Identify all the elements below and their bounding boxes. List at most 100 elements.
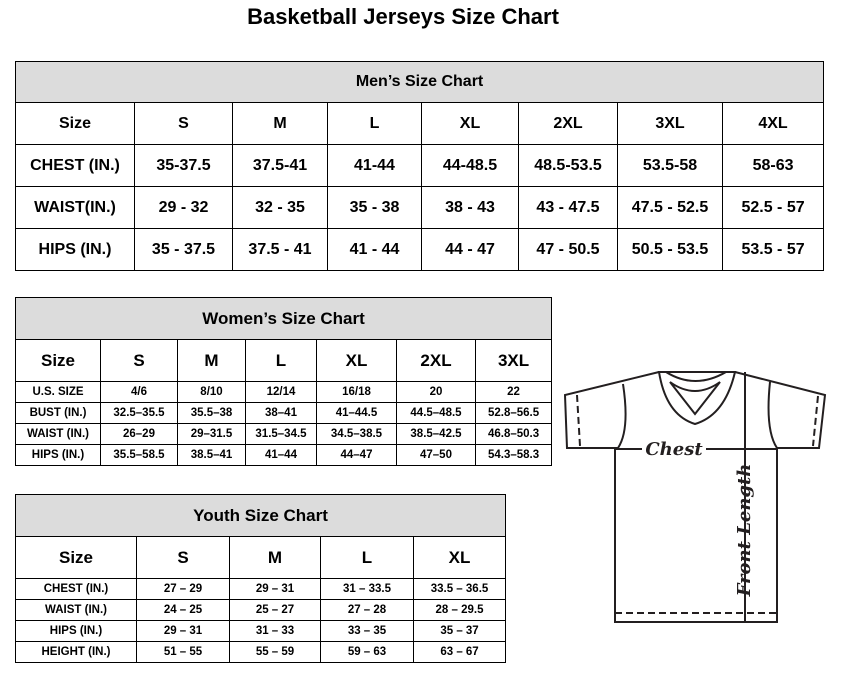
cell: 41–44	[245, 444, 317, 466]
row-label: HEIGHT (IN.)	[15, 641, 137, 663]
cell: 53.5 - 57	[721, 228, 825, 271]
cell: 25 – 27	[229, 599, 321, 621]
row-label: HIPS (IN.)	[15, 444, 101, 466]
cell: 37.5 - 41	[232, 228, 328, 271]
cell: 31 – 33.5	[320, 578, 414, 600]
cell: 29–31.5	[177, 423, 246, 445]
cell: 35.5–58.5	[100, 444, 178, 466]
cell: 44-48.5	[421, 144, 519, 187]
cell: 38.5–41	[177, 444, 246, 466]
women-row: HIPS (IN.) 35.5–58.5 38.5–41 41–44 44–47 47–5…	[15, 444, 553, 466]
row-label: Size	[15, 102, 135, 145]
womens-title: Women’s Size Chart	[14, 297, 553, 340]
cell: 63 – 67	[412, 641, 507, 663]
cell: 47 - 50.5	[518, 228, 618, 271]
cell: 3XL	[474, 339, 553, 382]
cell: 28 – 29.5	[412, 599, 507, 621]
cell: 41-44	[327, 144, 422, 187]
women-row: Size S M L XL 2XL 3XL	[15, 339, 553, 382]
cell: 2XL	[518, 102, 618, 145]
row-label: WAIST(IN.)	[15, 186, 135, 229]
row-label: CHEST (IN.)	[15, 144, 135, 187]
cell: L	[327, 102, 422, 145]
cell: 2XL	[396, 339, 476, 382]
cell: 8/10	[177, 381, 246, 403]
cell: 52.5 - 57	[721, 186, 825, 229]
cell: 35-37.5	[134, 144, 233, 187]
row-label: U.S. SIZE	[15, 381, 101, 403]
cell: 53.5-58	[617, 144, 723, 187]
cell: M	[177, 339, 246, 382]
tshirt-diagram: Chest Front Length	[563, 371, 827, 623]
cell: 32 - 35	[232, 186, 328, 229]
cell: 35 - 38	[327, 186, 422, 229]
row-label: CHEST (IN.)	[15, 578, 137, 600]
row-label: Size	[15, 339, 101, 382]
youth-title: Youth Size Chart	[14, 494, 507, 537]
cell: 31.5–34.5	[245, 423, 317, 445]
front-length-label: Front Length	[734, 464, 755, 598]
men-row: Size S M L XL 2XL 3XL 4XL	[15, 102, 825, 145]
cell: 55 – 59	[229, 641, 321, 663]
youth-row: Size S M L XL	[15, 536, 507, 579]
cell: 20	[396, 381, 476, 403]
cell: 3XL	[617, 102, 723, 145]
cell: S	[100, 339, 178, 382]
cell: 47–50	[396, 444, 476, 466]
cell: 38.5–42.5	[396, 423, 476, 445]
cell: 4/6	[100, 381, 178, 403]
cell: 43 - 47.5	[518, 186, 618, 229]
cell: 29 – 31	[229, 578, 321, 600]
cell: M	[229, 536, 321, 579]
cell: 24 – 25	[136, 599, 230, 621]
cell: 46.8–50.3	[474, 423, 553, 445]
youth-row: WAIST (IN.) 24 – 25 25 – 27 27 – 28 28 – 29.…	[15, 599, 507, 621]
youth-row: CHEST (IN.) 27 – 29 29 – 31 31 – 33.5 33.5 –…	[15, 578, 507, 600]
cell: S	[136, 536, 230, 579]
cell: 29 – 31	[136, 620, 230, 642]
mens-size-table: Men’s Size Chart Size S M L XL 2XL 3XL 4XL CHEST…	[14, 61, 825, 271]
womens-size-table: Women’s Size Chart Size S M L XL 2XL 3XL U.S. S…	[14, 297, 553, 466]
cell: 27 – 29	[136, 578, 230, 600]
cell: XL	[316, 339, 397, 382]
cell: 47.5 - 52.5	[617, 186, 723, 229]
cell: 38–41	[245, 402, 317, 424]
cell: 44.5–48.5	[396, 402, 476, 424]
cell: 50.5 - 53.5	[617, 228, 723, 271]
cell: 52.8–56.5	[474, 402, 553, 424]
cell: XL	[421, 102, 519, 145]
cell: 37.5-41	[232, 144, 328, 187]
cell: 44 - 47	[421, 228, 519, 271]
cell: 35.5–38	[177, 402, 246, 424]
men-row: HIPS (IN.) 35 - 37.5 37.5 - 41 41 - 44 44 - …	[15, 228, 825, 271]
women-row: WAIST (IN.) 26–29 29–31.5 31.5–34.5 34.5–38.…	[15, 423, 553, 445]
cell: 38 - 43	[421, 186, 519, 229]
cell: 35 - 37.5	[134, 228, 233, 271]
cell: XL	[412, 536, 507, 579]
youth-size-table: Youth Size Chart Size S M L XL CHEST (IN.) 27 …	[14, 494, 507, 663]
cell: L	[320, 536, 414, 579]
cell: 41 - 44	[327, 228, 422, 271]
women-row: U.S. SIZE 4/6 8/10 12/14 16/18 20 22	[15, 381, 553, 403]
women-row: BUST (IN.) 32.5–35.5 35.5–38 38–41 41–44.5 44…	[15, 402, 553, 424]
cell: 27 – 28	[320, 599, 414, 621]
cell: 22	[474, 381, 553, 403]
page-title: Basketball Jerseys Size Chart	[247, 4, 559, 29]
cell: S	[134, 102, 233, 145]
cell: 58-63	[721, 144, 825, 187]
cell: 12/14	[245, 381, 317, 403]
row-label: Size	[15, 536, 137, 579]
cell: 32.5–35.5	[100, 402, 178, 424]
cell: 33 – 35	[320, 620, 414, 642]
chest-label: Chest	[645, 439, 703, 460]
row-label: HIPS (IN.)	[15, 228, 135, 271]
men-row: WAIST(IN.) 29 - 32 32 - 35 35 - 38 38 - 43 43…	[15, 186, 825, 229]
cell: L	[245, 339, 317, 382]
cell: 48.5-53.5	[518, 144, 618, 187]
cell: 41–44.5	[316, 402, 397, 424]
row-label: HIPS (IN.)	[15, 620, 137, 642]
cell: 59 – 63	[320, 641, 414, 663]
cell: 31 – 33	[229, 620, 321, 642]
row-label: WAIST (IN.)	[15, 599, 137, 621]
cell: 26–29	[100, 423, 178, 445]
